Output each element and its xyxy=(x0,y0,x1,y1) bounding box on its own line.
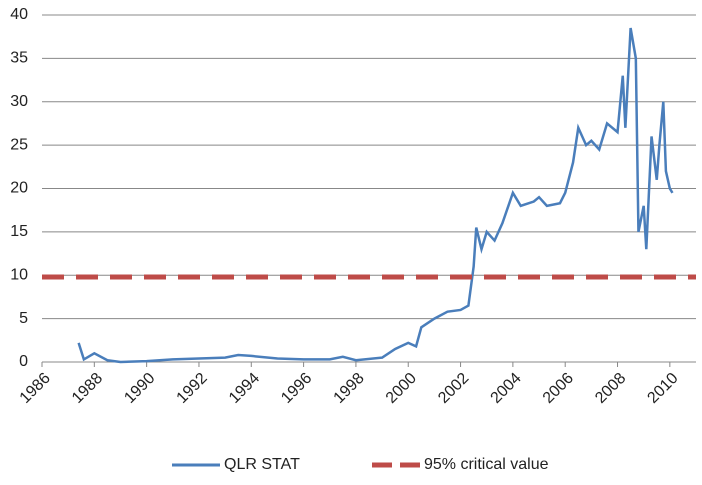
x-tick-label: 2010 xyxy=(644,370,681,407)
x-tick-label: 2004 xyxy=(488,370,525,407)
x-tick-label: 2002 xyxy=(435,370,472,407)
x-tick-label: 2000 xyxy=(383,370,420,407)
y-tick-label: 30 xyxy=(10,93,28,110)
x-tick-label: 2006 xyxy=(540,370,577,407)
x-tick-label: 1998 xyxy=(331,370,368,407)
x-tick-label: 1990 xyxy=(121,370,158,407)
y-tick-label: 25 xyxy=(10,136,28,153)
x-tick-label: 1988 xyxy=(69,370,106,407)
x-tick-label: 1992 xyxy=(174,370,211,407)
y-tick-label: 5 xyxy=(19,310,28,327)
series-line xyxy=(77,27,674,364)
x-tick-label: 1994 xyxy=(226,370,263,407)
x-tick-label: 2008 xyxy=(592,370,629,407)
legend-label: QLR STAT xyxy=(224,456,300,473)
y-tick-label: 40 xyxy=(10,6,28,23)
legend-label: 95% critical value xyxy=(424,456,549,473)
x-tick-label: 1996 xyxy=(278,370,315,407)
y-tick-label: 35 xyxy=(10,50,28,67)
y-tick-label: 15 xyxy=(10,223,28,240)
y-tick-label: 20 xyxy=(10,180,28,197)
y-tick-label: 10 xyxy=(10,266,28,283)
y-tick-label: 0 xyxy=(19,353,28,370)
x-tick-label: 1986 xyxy=(17,370,54,407)
